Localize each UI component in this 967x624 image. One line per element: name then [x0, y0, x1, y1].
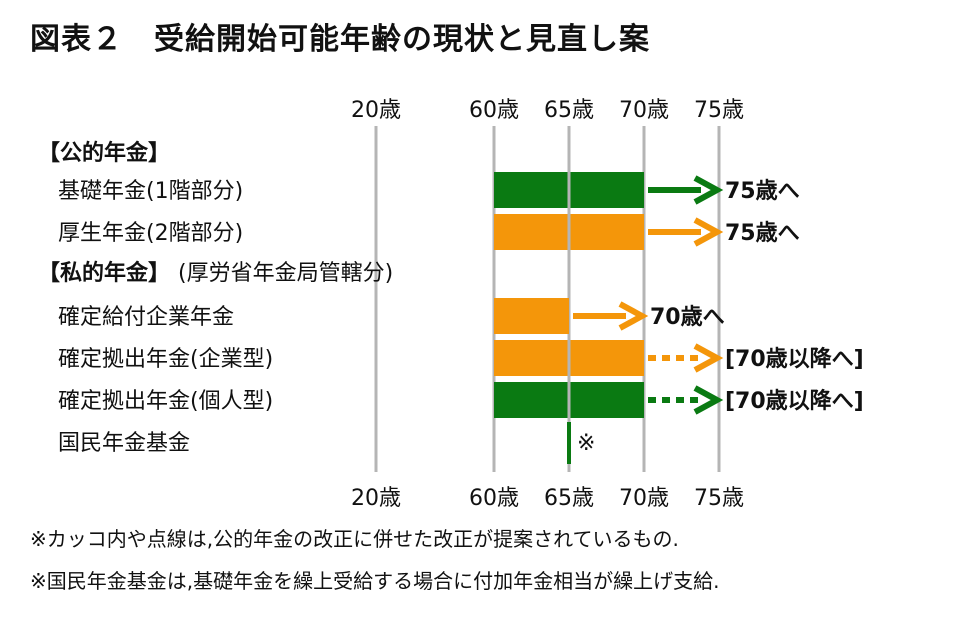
- target-label: [70歳以降へ]: [725, 347, 864, 372]
- footnote-2: ※国民年金基金は,基礎年金を繰上受給する場合に付加年金相当が繰上げ支給.: [30, 569, 720, 593]
- row-label: 確定拠出年金(企業型): [58, 347, 273, 372]
- row-label: 確定給付企業年金: [58, 305, 234, 330]
- row-label: 基礎年金(1階部分): [58, 179, 243, 204]
- section-label: 【私的年金】 (厚労省年金局管轄分): [38, 260, 393, 286]
- tick-label-top: 70歳: [619, 98, 669, 123]
- tick-label-bottom: 60歳: [469, 486, 519, 511]
- target-label: [70歳以降へ]: [725, 389, 864, 414]
- tick-label-bottom: 65歳: [544, 486, 594, 511]
- tick-label-bottom: 75歳: [694, 486, 744, 511]
- tick-label-top: 65歳: [544, 98, 594, 123]
- tick-label-bottom: 20歳: [351, 486, 401, 511]
- arrow-head: [693, 175, 724, 205]
- note-mark: ※: [577, 431, 595, 456]
- row-label: 厚生年金(2階部分): [58, 221, 243, 246]
- tick-label-top: 60歳: [469, 98, 519, 123]
- tick-label-top: 75歳: [694, 98, 744, 123]
- arrow-head: [693, 217, 724, 247]
- target-label: 75歳へ: [725, 221, 800, 246]
- bar: [494, 298, 569, 334]
- footnote-1: ※カッコ内や点線は,公的年金の改正に併せた改正が提案されているもの.: [30, 527, 679, 551]
- row-label: 確定拠出年金(個人型): [58, 389, 273, 414]
- tick-label-top: 20歳: [351, 98, 401, 123]
- chart-title: 図表２ 受給開始可能年齢の現状と見直し案: [30, 22, 650, 57]
- tick-label-bottom: 70歳: [619, 486, 669, 511]
- row-label: 国民年金基金: [58, 431, 190, 456]
- arrow-head: [693, 385, 724, 415]
- target-label: 75歳へ: [725, 179, 800, 204]
- target-label: 70歳へ: [650, 305, 725, 330]
- arrow-head: [618, 301, 649, 331]
- section-label: 【公的年金】: [38, 140, 170, 166]
- arrow-head: [693, 343, 724, 373]
